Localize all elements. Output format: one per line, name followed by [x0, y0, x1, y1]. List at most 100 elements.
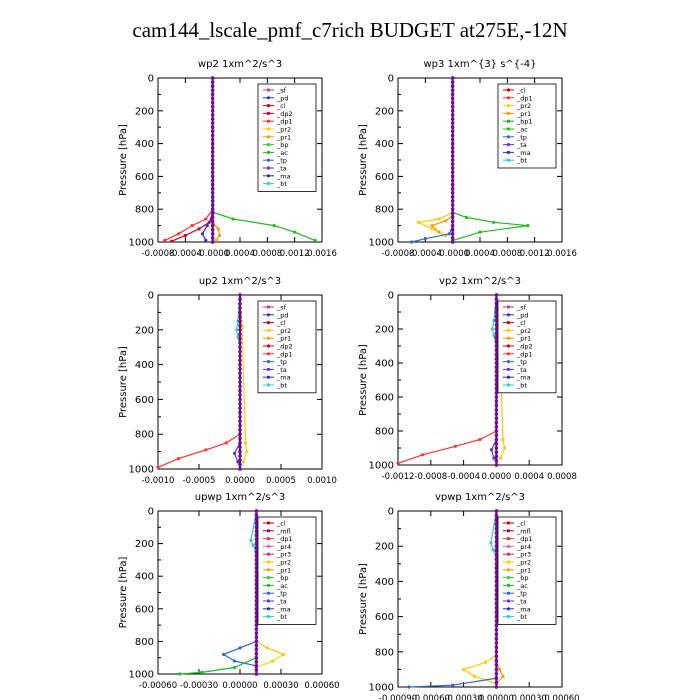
- center-profile-point: [450, 227, 455, 232]
- x-tick-label: 0.00060: [304, 681, 339, 691]
- x-tick-label: 0.0004: [465, 249, 495, 259]
- center-profile-point: [238, 375, 242, 380]
- legend-marker: [266, 88, 271, 92]
- legend-marker: [506, 375, 511, 379]
- center-profile-point: [450, 240, 455, 244]
- legend-label: _cl: [276, 102, 286, 110]
- center-profile-point: [494, 592, 499, 597]
- y-tick-label: 800: [135, 430, 154, 441]
- center-profile-point: [238, 388, 242, 393]
- data-point: [224, 441, 228, 445]
- center-profile-point: [238, 384, 242, 389]
- data-point: [478, 437, 482, 442]
- center-profile-point: [254, 631, 259, 636]
- center-profile-point: [254, 558, 259, 562]
- center-profile-point: [494, 450, 499, 455]
- series-line-bt: [490, 510, 497, 558]
- y-tick-label: 1000: [129, 670, 154, 681]
- center-profile-point: [210, 178, 215, 183]
- x-tick-label: 0.0016: [547, 249, 577, 259]
- legend: _sf_pd_cl_pr2_pr1_dp2_dp1_tp_ta_ma_bt: [257, 300, 317, 394]
- legend-marker: [266, 352, 271, 356]
- center-profile-point: [494, 390, 499, 395]
- y-tick-label: 600: [135, 604, 154, 615]
- legend-label: _mfl: [276, 527, 291, 535]
- legend-marker: [266, 583, 271, 588]
- center-profile-point: [210, 191, 215, 195]
- legend-marker: [266, 305, 271, 309]
- center-profile-point: [254, 578, 259, 583]
- center-profile-point: [254, 659, 259, 664]
- legend-label: _ma: [516, 149, 531, 157]
- x-tick-label: -0.0008: [414, 472, 447, 482]
- center-profile-point: [450, 121, 455, 125]
- center-profile-point: [254, 529, 259, 534]
- legend-marker: [506, 560, 511, 564]
- center-profile-point: [450, 113, 455, 117]
- data-point: [245, 450, 249, 454]
- legend-label: _ta: [276, 366, 287, 374]
- legend-label: _pr1: [516, 110, 531, 118]
- center-profile-point: [210, 232, 215, 236]
- legend-label: _pr2: [516, 327, 531, 335]
- center-profile-point: [494, 650, 499, 654]
- center-profile-point: [210, 207, 215, 211]
- center-profile-point: [254, 655, 259, 660]
- center-profile-point: [210, 219, 215, 224]
- x-tick-label: -0.0005: [183, 476, 216, 486]
- center-profile-point: [494, 344, 499, 348]
- y-tick-label: 0: [148, 74, 154, 85]
- legend-marker: [266, 576, 271, 580]
- x-tick-label: -0.0000: [436, 249, 469, 259]
- data-point: [204, 448, 208, 452]
- legend-label: _pd: [516, 311, 529, 319]
- y-tick-label: 400: [135, 139, 154, 150]
- center-profile-point: [238, 454, 242, 458]
- center-profile-point: [210, 100, 215, 105]
- y-tick-label: 800: [375, 427, 394, 438]
- legend-marker: [506, 305, 511, 309]
- y-tick-label: 200: [375, 106, 394, 117]
- center-profile-point: [450, 76, 455, 80]
- center-profile-point: [450, 145, 455, 150]
- x-tick-label: 0.0010: [307, 476, 337, 486]
- data-point: [204, 238, 208, 242]
- center-profile-point: [254, 664, 259, 668]
- legend-label: _bt: [276, 382, 287, 390]
- x-tick-label: 0.0012: [280, 249, 310, 259]
- center-profile-point: [494, 610, 499, 614]
- legend-label: _ta: [276, 165, 287, 173]
- center-profile-point: [450, 207, 455, 211]
- center-profile-point: [494, 356, 499, 361]
- center-profile-point: [238, 306, 242, 310]
- data-point: [156, 465, 160, 469]
- center-profile-point: [210, 182, 215, 187]
- center-profile-point: [254, 570, 259, 574]
- data-point: [241, 460, 246, 464]
- legend-marker: [266, 599, 271, 603]
- center-profile-point: [210, 137, 215, 142]
- legend-marker: [266, 615, 271, 619]
- center-profile-point: [238, 432, 242, 437]
- y-tick-label: 400: [135, 572, 154, 583]
- center-profile-point: [210, 170, 215, 175]
- center-profile-point: [494, 526, 499, 531]
- center-profile-point: [494, 441, 499, 446]
- y-tick-label: 400: [375, 139, 394, 150]
- center-profile-point: [494, 293, 499, 297]
- center-profile-point: [210, 125, 215, 129]
- y-axis-label: Pressure [hPa]: [118, 346, 129, 418]
- center-profile-point: [238, 458, 242, 463]
- x-tick-label: 0.0012: [520, 249, 550, 259]
- center-profile-point: [238, 419, 242, 423]
- data-point: [231, 217, 235, 221]
- series-line-dp1: [397, 295, 497, 464]
- legend-marker: [506, 576, 511, 580]
- legend-label: _cl: [516, 520, 526, 528]
- legend-label: _pr3: [516, 551, 531, 559]
- x-tick-label: 0.0004: [225, 249, 255, 259]
- legend-label: _ta: [516, 366, 527, 374]
- center-profile-point: [450, 92, 455, 97]
- data-point: [490, 327, 494, 331]
- x-tick-label: 0.0016: [307, 249, 337, 259]
